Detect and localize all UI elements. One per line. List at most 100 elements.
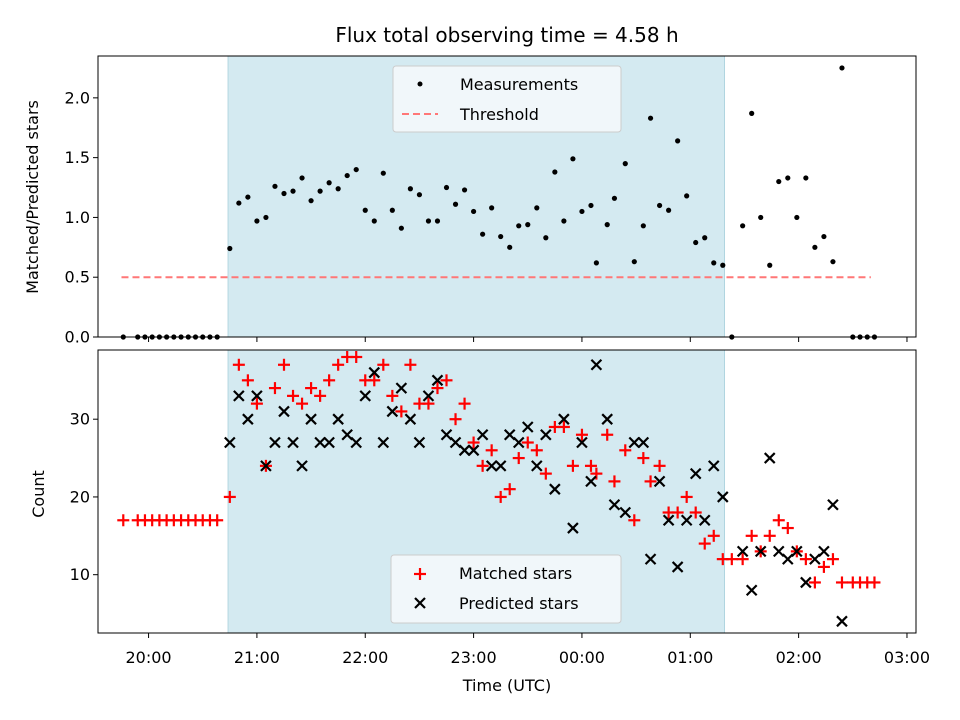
x-tick-label: 03:00 [884,648,930,667]
matched-star-point [608,475,621,488]
measurement-point [425,218,432,224]
matched-star-point [575,428,588,441]
matched-star-point [539,467,552,480]
measurement-point [326,180,332,186]
predicted-star-point [224,436,236,449]
matched-star-point [287,389,300,402]
predicted-star-point [576,436,588,449]
measurement-point [749,110,755,116]
matched-star-point [826,553,839,566]
predicted-star-point [476,428,489,441]
matched-star-point [395,405,408,418]
measurement-point [516,223,522,229]
matched-star-point [781,522,794,535]
matched-star-point [698,537,711,550]
matched-star-point [404,358,417,371]
measurement-point [684,193,690,199]
measurement-point [543,235,549,241]
matched-star-point [619,444,632,457]
measurement-point [740,223,746,229]
predicted-star-point [332,413,344,425]
predicted-star-point [809,553,821,565]
matched-star-point [637,452,650,465]
matched-star-point [386,389,399,402]
measurement-point [767,262,773,268]
predicted-star-point [619,506,632,519]
predicted-star-point [754,545,767,558]
matched-star-point [323,374,336,387]
matched-star-point [530,444,543,457]
bottom-y-tick-label: 20 [70,487,90,506]
x-tick-label: 21:00 [234,648,280,667]
measurement-point [785,175,791,181]
predicted-star-point [449,436,462,449]
measurement-point [362,207,368,213]
measurement-point [407,186,413,192]
predicted-star-point [431,374,444,387]
predicted-star-point [494,460,507,472]
matched-star-point [521,436,534,449]
predicted-star-point [567,522,579,534]
bottom-y-tick-label: 10 [70,565,90,584]
predicted-star-point [386,405,399,418]
measurement-point [344,172,350,179]
bottom-legend-box [390,554,622,624]
predicted-star-point [305,413,317,425]
predicted-star-point [458,444,471,457]
measurement-point [507,244,513,250]
predicted-star-point [745,584,758,597]
measurement-point [593,260,599,266]
matched-star-point [601,428,614,441]
measurement-point [561,218,567,224]
matched-star-point [745,529,758,542]
predicted-star-point [689,467,702,480]
predicted-star-point [531,460,543,472]
measurement-point [525,222,531,228]
top-legend: Measurements Threshold [392,65,622,133]
predicted-star-point [260,460,272,472]
measurement-point [389,207,395,213]
top-y-axis-label: Matched/Predicted stars [23,100,42,294]
legend-matched-marker [414,568,426,580]
measurement-point [272,183,278,189]
predicted-star-point [707,460,720,472]
legend-matched-label: Matched stars [459,564,572,583]
measurement-point [470,208,477,215]
legend-measurements-label: Measurements [460,75,578,94]
predicted-star-point [628,436,641,449]
measurement-point [656,202,663,209]
x-tick-label: 20:00 [126,648,172,667]
predicted-star-point [512,436,525,449]
measurement-point [711,260,717,266]
measurement-point [335,186,341,192]
matched-star-point [350,350,363,363]
measurement-point [821,233,827,240]
measurement-point [579,208,585,215]
predicted-star-point [653,475,666,488]
legend-measurements-marker [417,81,423,87]
measurement-point [794,214,800,221]
matched-star-point [799,553,812,566]
measurement-point [489,205,495,211]
predicted-star-point [836,615,848,628]
measurement-point [720,262,726,268]
matched-star-point [772,514,785,527]
matched-star-point [332,358,345,371]
matched-star-point [377,358,390,371]
predicted-star-point [485,460,498,472]
predicted-star-point [242,413,254,425]
measurement-point [693,239,699,246]
measurement-point [227,245,233,252]
top-y-tick-label: 1.5 [65,148,90,167]
matched-star-point [512,452,525,465]
bottom-axes-frame [97,349,917,634]
measurement-point [254,218,260,224]
predicted-star-point [772,545,785,558]
matched-star-point [476,459,489,472]
predicted-star-point [323,436,335,449]
chart-title: Flux total observing time = 4.58 h [335,23,678,47]
predicted-star-point [590,358,603,371]
legend-predicted-label: Predicted stars [459,594,579,613]
measurement-point [236,200,242,206]
measurement-point [245,194,251,200]
